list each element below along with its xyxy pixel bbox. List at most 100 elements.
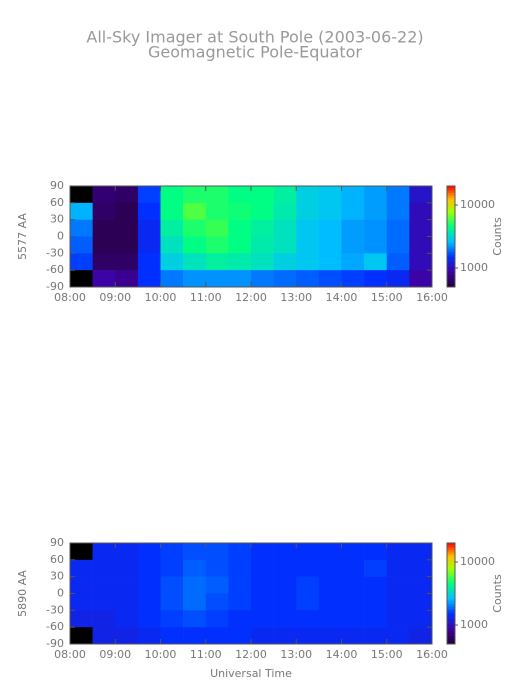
colorbar-step	[447, 566, 455, 569]
heatmap-cell	[205, 219, 229, 237]
heatmap-cell	[318, 186, 342, 204]
colorbar-step	[447, 600, 455, 603]
heatmap-cell	[251, 576, 274, 594]
colorbar-step	[447, 251, 455, 254]
colorbar-step	[447, 573, 455, 576]
y-tick-label: 60	[50, 196, 64, 209]
heatmap-cell	[115, 219, 139, 237]
colorbar-step	[447, 551, 455, 554]
heatmap-cell	[115, 610, 139, 628]
heatmap-cell	[273, 236, 297, 254]
y-tick-label: -30	[46, 246, 64, 259]
heatmap-cell	[228, 270, 252, 288]
heatmap-cell	[228, 559, 252, 577]
heatmap-cell	[70, 202, 93, 220]
colorbar-step	[447, 632, 455, 635]
heatmap-cell	[137, 219, 161, 237]
colorbar-step	[447, 608, 455, 611]
heatmap-cell	[409, 253, 433, 271]
heatmap-cell	[205, 627, 229, 645]
colorbar-step	[447, 564, 455, 567]
heatmap-cell	[409, 627, 433, 645]
heatmap-cell	[70, 253, 93, 271]
colorbar-step	[447, 260, 455, 263]
heatmap-cell	[92, 253, 116, 271]
heatmap-cell	[296, 236, 320, 254]
heatmap-cell	[273, 559, 297, 577]
colorbar-step	[447, 638, 455, 641]
colorbar-step	[447, 223, 455, 226]
heatmap-cell	[228, 627, 252, 645]
heatmap-cell	[251, 219, 274, 237]
y-tick-label: -60	[46, 620, 64, 633]
colorbar-step	[447, 265, 455, 268]
heatmap-cell	[273, 576, 297, 594]
heatmap-cell	[92, 219, 116, 237]
heatmap-cell	[364, 543, 388, 561]
heatmap-cell	[137, 270, 161, 288]
x-tick-label: 11:00	[190, 648, 222, 661]
x-tick-label: 13:00	[280, 291, 312, 304]
heatmap-cell	[296, 202, 320, 220]
colorbar-step	[447, 270, 455, 273]
heatmap-cell	[183, 627, 207, 645]
colorbar-step	[447, 238, 455, 241]
colorbar-step	[447, 192, 455, 195]
heatmap-cell	[92, 610, 116, 628]
colorbar-step	[447, 266, 455, 269]
colorbar-step	[447, 196, 455, 199]
y-tick-label: -60	[46, 263, 64, 276]
heatmap-cell	[251, 610, 274, 628]
colorbar-step	[447, 576, 455, 579]
colorbar-step	[447, 189, 455, 192]
heatmap-cell	[296, 627, 320, 645]
colorbar-step	[447, 578, 455, 581]
heatmap-cell	[296, 270, 320, 288]
heatmap-cell	[364, 253, 388, 271]
heatmap-cell	[137, 236, 161, 254]
y-tick-label: 90	[50, 536, 64, 549]
heatmap-cell	[296, 219, 320, 237]
heatmap-cell	[296, 253, 320, 271]
heatmap-cell	[70, 219, 93, 237]
colorbar-step	[447, 561, 455, 564]
heatmap-cell	[92, 627, 116, 645]
colorbar-step	[447, 635, 455, 638]
heatmap-cell	[160, 627, 184, 645]
colorbar-step	[447, 568, 455, 571]
heatmap-cell	[137, 593, 161, 611]
no-data	[70, 543, 93, 561]
colorbar-step	[447, 628, 455, 631]
heatmap-cell	[228, 543, 252, 561]
heatmap-cell	[160, 236, 184, 254]
heatmap-cell	[115, 627, 139, 645]
heatmap-cell	[409, 610, 433, 628]
colorbar-step	[447, 617, 455, 620]
heatmap-cell	[386, 219, 410, 237]
colorbar-step	[447, 221, 455, 224]
x-tick-label: 13:00	[280, 648, 312, 661]
heatmap-cell	[409, 219, 433, 237]
heatmap-cell	[137, 202, 161, 220]
heatmap-cell	[386, 593, 410, 611]
x-axis-label: Universal Time	[210, 667, 292, 680]
colorbar-step	[447, 625, 455, 628]
heatmap-cell	[318, 202, 342, 220]
heatmap-cell	[92, 270, 116, 288]
heatmap-cell	[228, 593, 252, 611]
heatmap-cell	[341, 576, 365, 594]
colorbar-step	[447, 226, 455, 229]
heatmap-cell	[273, 610, 297, 628]
heatmap-cell	[205, 593, 229, 611]
heatmap-cell	[273, 253, 297, 271]
y-axis-label: 5577 AA	[16, 213, 29, 260]
colorbar-step	[447, 249, 455, 252]
heatmap-cell	[409, 576, 433, 594]
heatmap-cell	[364, 593, 388, 611]
colorbar-step	[447, 595, 455, 598]
colorbar-step	[447, 605, 455, 608]
heatmap-cell	[137, 253, 161, 271]
heatmap-cell	[205, 253, 229, 271]
colorbar-step	[447, 211, 455, 214]
